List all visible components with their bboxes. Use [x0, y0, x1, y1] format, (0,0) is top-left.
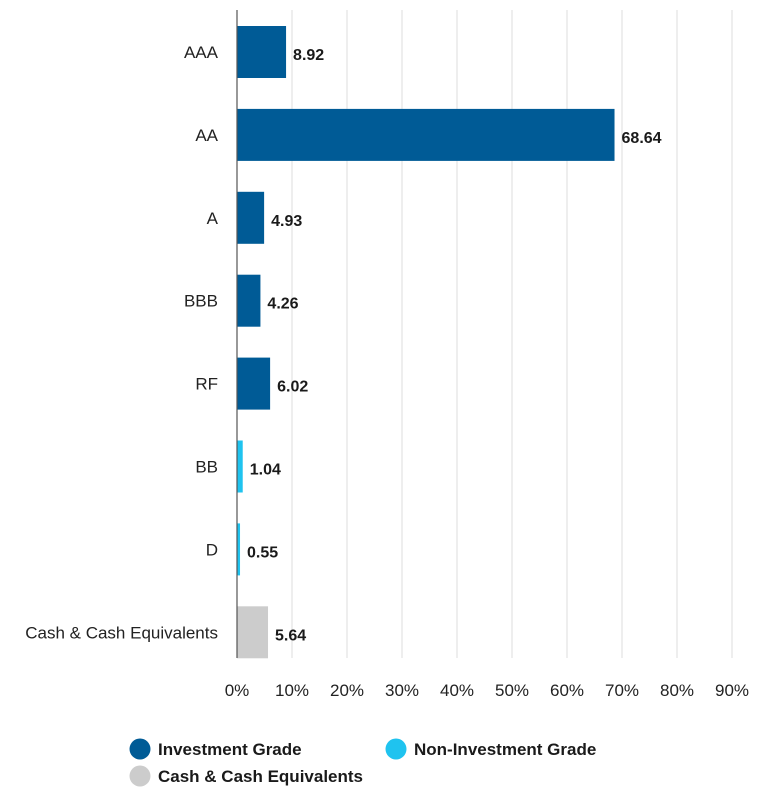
labels: 0% 10% 20% 30% 40% 50% 60% 70% 80% 90% AAA 8.92 AA 68…	[25, 43, 749, 700]
x-tick-label: 90%	[715, 681, 749, 700]
category-label: BBB	[184, 292, 218, 311]
value-label: 8.92	[293, 47, 324, 64]
value-label: 68.64	[622, 130, 662, 147]
bar	[237, 606, 269, 659]
legend-marker	[129, 738, 151, 760]
category-label: AAA	[184, 43, 219, 62]
value-label: 0.55	[247, 544, 278, 561]
x-tick-label: 20%	[330, 681, 364, 700]
legend-marker	[385, 738, 407, 760]
value-label: 4.93	[271, 213, 302, 230]
x-tick-label: 50%	[495, 681, 529, 700]
x-tick-label: 60%	[550, 681, 584, 700]
bar	[237, 108, 615, 161]
category-label: AA	[195, 126, 218, 145]
category-label: D	[206, 540, 218, 559]
x-tick-label: 70%	[605, 681, 639, 700]
x-tick-label: 40%	[440, 681, 474, 700]
x-tick-label: 30%	[385, 681, 419, 700]
bar	[237, 357, 271, 410]
category-label: RF	[195, 375, 218, 394]
category-label: Cash & Cash Equivalents	[25, 623, 218, 642]
value-label: 6.02	[277, 379, 308, 396]
legend-label: Cash & Cash Equivalents	[158, 767, 363, 786]
bar	[237, 274, 261, 327]
x-tick-label: 0%	[225, 681, 250, 700]
x-tick-label: 80%	[660, 681, 694, 700]
bars	[237, 26, 615, 659]
gridlines	[291, 10, 733, 658]
bar	[237, 191, 265, 244]
value-label: 1.04	[250, 462, 281, 479]
x-tick-label: 10%	[275, 681, 309, 700]
bar	[237, 523, 241, 576]
category-label: BB	[195, 458, 218, 477]
bar	[237, 440, 243, 493]
bar	[237, 26, 287, 78]
legend-marker	[129, 765, 151, 787]
category-label: A	[207, 209, 219, 228]
value-label: 5.64	[275, 627, 306, 644]
value-label: 4.26	[267, 296, 298, 313]
legend-label: Investment Grade	[158, 740, 302, 759]
legend-label: Non-Investment Grade	[414, 740, 596, 759]
legend: Investment Grade Non-Investment Grade Cash…	[129, 738, 596, 787]
